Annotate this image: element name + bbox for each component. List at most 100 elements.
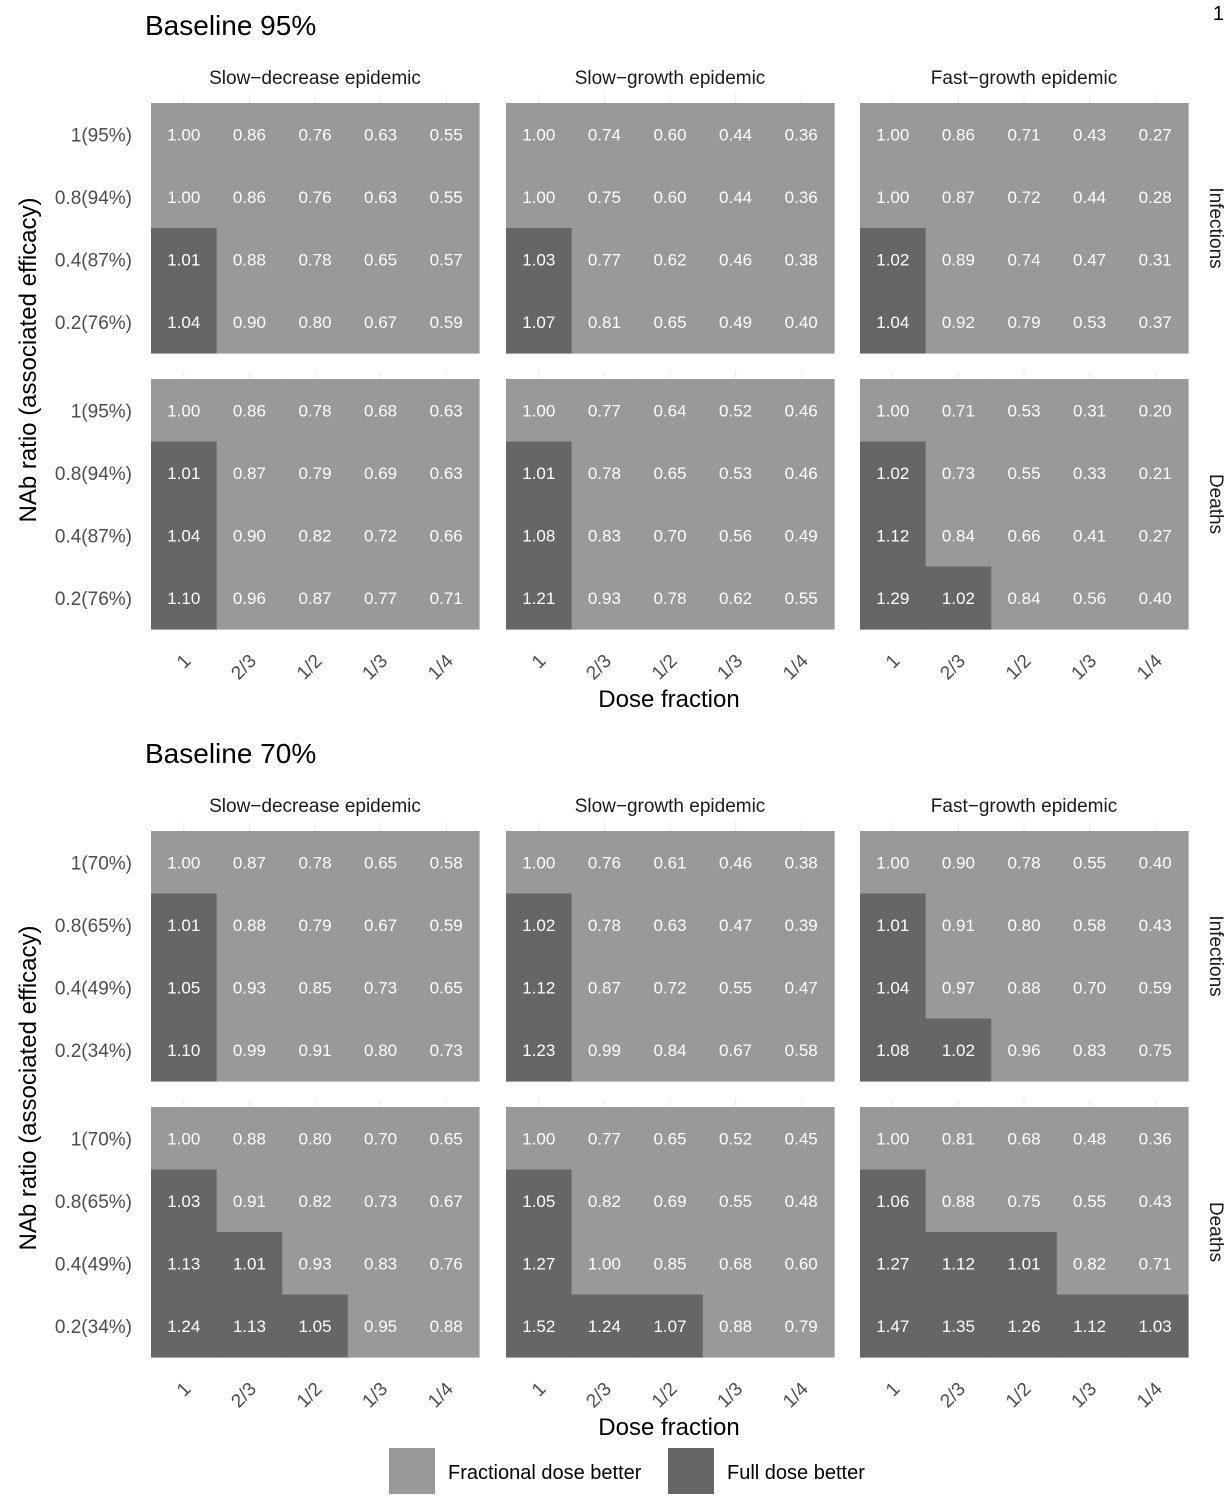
cell-value-label: 0.65: [653, 1129, 686, 1148]
heatmap-cell: [702, 441, 769, 505]
cell-value-label: 0.49: [719, 313, 752, 332]
cell-value-label: 1.13: [233, 1317, 266, 1336]
cell-value-label: 1.00: [522, 188, 555, 207]
cell-value-label: 0.68: [1007, 1129, 1040, 1148]
cell-value-label: 0.27: [1139, 526, 1172, 545]
heatmap-cell: [413, 956, 480, 1020]
x-tick-label: 1: [528, 1379, 550, 1401]
cell-value-label: 0.21: [1139, 464, 1172, 483]
cell-value-label: 0.91: [233, 1192, 266, 1211]
cell-value-label: 0.86: [233, 125, 266, 144]
cell-value-label: 0.53: [1007, 401, 1040, 420]
cell-value-label: 0.91: [298, 1041, 331, 1060]
heatmap-cell: [282, 831, 349, 895]
cell-value-label: 0.65: [430, 1129, 463, 1148]
heatmap-cell: [768, 1018, 835, 1082]
cell-value-label: 1.03: [167, 1192, 200, 1211]
heatmap-cell: [768, 566, 835, 630]
cell-value-label: 1.29: [876, 589, 909, 608]
x-tick-label: 1/4: [424, 650, 458, 684]
heatmap-cell: [506, 1169, 573, 1233]
cell-value-label: 0.55: [430, 188, 463, 207]
cell-value-label: 1.00: [167, 853, 200, 872]
cell-value-label: 0.40: [785, 313, 818, 332]
cell-value-label: 1.00: [876, 401, 909, 420]
heatmap-cell: [768, 165, 835, 229]
facet-strip-label: Fast−growth epidemic: [931, 68, 1117, 89]
cell-value-label: 1.23: [522, 1041, 555, 1060]
heatmap-cell: [151, 504, 218, 568]
cell-value-label: 0.88: [233, 1129, 266, 1148]
heatmap-cell: [506, 228, 573, 292]
cell-value-label: 0.74: [1007, 250, 1040, 269]
heatmap-cell: [925, 1018, 992, 1082]
cell-value-label: 0.58: [430, 853, 463, 872]
cell-value-label: 1.00: [522, 125, 555, 144]
heatmap-cell: [1056, 893, 1123, 957]
cell-value-label: 0.67: [364, 916, 397, 935]
heatmap-cell: [282, 566, 349, 630]
heatmap-cell: [925, 566, 992, 630]
heatmap-cell: [860, 1232, 927, 1296]
heatmap-cell: [216, 228, 283, 292]
cell-value-label: 0.88: [942, 1192, 975, 1211]
cell-value-label: 0.40: [1139, 853, 1172, 872]
cell-value-label: 0.66: [430, 526, 463, 545]
heatmap-cell: [282, 893, 349, 957]
heatmap-cell: [347, 1294, 414, 1358]
heatmap-cell: [506, 103, 573, 167]
heatmap-cell: [991, 893, 1058, 957]
cell-value-label: 0.84: [1007, 589, 1040, 608]
cell-value-label: 0.43: [1139, 1192, 1172, 1211]
cell-value-label: 0.68: [719, 1254, 752, 1273]
x-tick-label: 1/4: [779, 650, 813, 684]
cell-value-label: 0.86: [233, 401, 266, 420]
cell-value-label: 0.87: [233, 464, 266, 483]
cell-value-label: 0.90: [942, 853, 975, 872]
heatmap-cell: [216, 504, 283, 568]
cell-value-label: 1.03: [522, 250, 555, 269]
cell-value-label: 0.52: [719, 401, 752, 420]
heatmap-cell: [413, 379, 480, 443]
heatmap-cell: [282, 1018, 349, 1082]
heatmap-cell: [991, 1018, 1058, 1082]
heatmap-cell: [216, 290, 283, 354]
x-tick-label: 1/4: [779, 1378, 813, 1412]
heatmap-cell: [1122, 1294, 1189, 1358]
heatmap-cell: [925, 228, 992, 292]
legend-swatch-fractional: [389, 1448, 435, 1494]
x-tick-label: 2/3: [227, 1379, 261, 1413]
cell-value-label: 0.53: [1073, 313, 1106, 332]
heatmap-cell: [991, 956, 1058, 1020]
heatmap-cell: [1056, 441, 1123, 505]
heatmap-cell: [1122, 956, 1189, 1020]
cell-value-label: 0.38: [785, 250, 818, 269]
cell-value-label: 0.79: [1007, 313, 1040, 332]
cell-value-label: 0.46: [719, 853, 752, 872]
cell-value-label: 1.04: [167, 526, 200, 545]
heatmap-cell: [1122, 566, 1189, 630]
heatmap-cell: [1122, 441, 1189, 505]
heatmap-cell: [637, 831, 704, 895]
x-tick-label: 1: [173, 1379, 195, 1401]
heatmap-cell: [925, 1107, 992, 1171]
cell-value-label: 1.00: [522, 1129, 555, 1148]
heatmap-cell: [860, 228, 927, 292]
cell-value-label: 0.80: [364, 1041, 397, 1060]
heatmap-cell: [702, 103, 769, 167]
cell-value-label: 0.55: [785, 589, 818, 608]
cell-value-label: 1.12: [942, 1254, 975, 1273]
cell-value-label: 0.73: [942, 464, 975, 483]
cell-value-label: 0.55: [1073, 853, 1106, 872]
heatmap-cell: [1122, 1018, 1189, 1082]
heatmap-cell: [1122, 103, 1189, 167]
cell-value-label: 0.56: [719, 526, 752, 545]
cell-value-label: 0.53: [719, 464, 752, 483]
cell-value-label: 0.73: [364, 1192, 397, 1211]
x-axis-title: Dose fraction: [598, 686, 739, 713]
cell-value-label: 0.95: [364, 1317, 397, 1336]
heatmap-cell: [282, 1169, 349, 1233]
cell-value-label: 0.76: [588, 853, 621, 872]
heatmap-cell: [506, 165, 573, 229]
heatmap-cell: [1122, 1169, 1189, 1233]
